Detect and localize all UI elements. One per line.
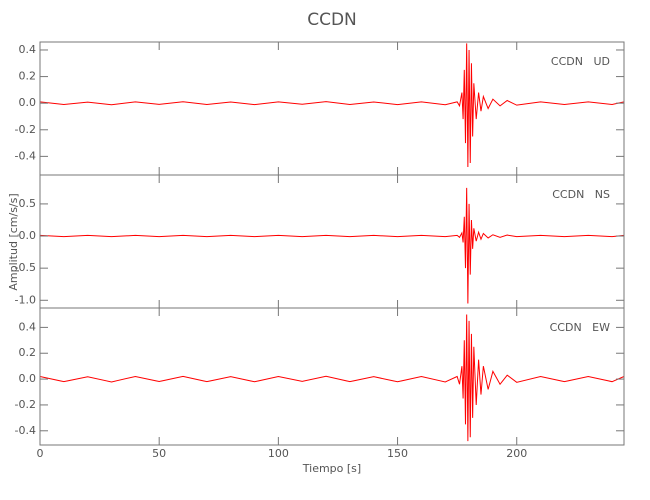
y-tick-label: 0.4 [19,43,37,56]
y-tick-label: 0.2 [19,346,37,359]
panel-frame [39,174,625,309]
x-tick-label: 50 [152,447,166,460]
x-tick-label: 150 [387,447,408,460]
chart-title: CCDN [307,10,357,30]
waveform [39,43,625,168]
y-tick-label: 0.4 [19,320,37,333]
y-tick-label: 0.0 [19,229,37,242]
waveform [39,187,625,304]
panel-frame [39,41,625,176]
y-tick-label: -0.4 [15,149,36,162]
panel-annotation: CCDN UD [551,55,610,68]
y-tick-label: -0.4 [15,424,36,437]
x-axis-label: Tiempo [s] [302,462,361,475]
y-tick-label: -0.2 [15,123,36,136]
y-tick-label: 0.2 [19,70,37,83]
panel-frame [39,307,625,446]
y-tick-label: -0.5 [15,261,36,274]
x-tick-label: 0 [37,447,44,460]
panel-annotation: CCDN EW [550,321,611,334]
x-tick-label: 200 [506,447,527,460]
x-tick-label: 100 [268,447,289,460]
y-axis-label: Amplitud [cm/s/s] [7,193,20,290]
y-tick-label: -1.0 [15,293,36,306]
y-tick-label: 0.0 [19,372,37,385]
waveform [39,314,625,442]
y-tick-label: 0.0 [19,96,37,109]
y-tick-label: 0.5 [19,197,37,210]
panel-annotation: CCDN NS [552,188,610,201]
y-tick-label: -0.2 [15,398,36,411]
